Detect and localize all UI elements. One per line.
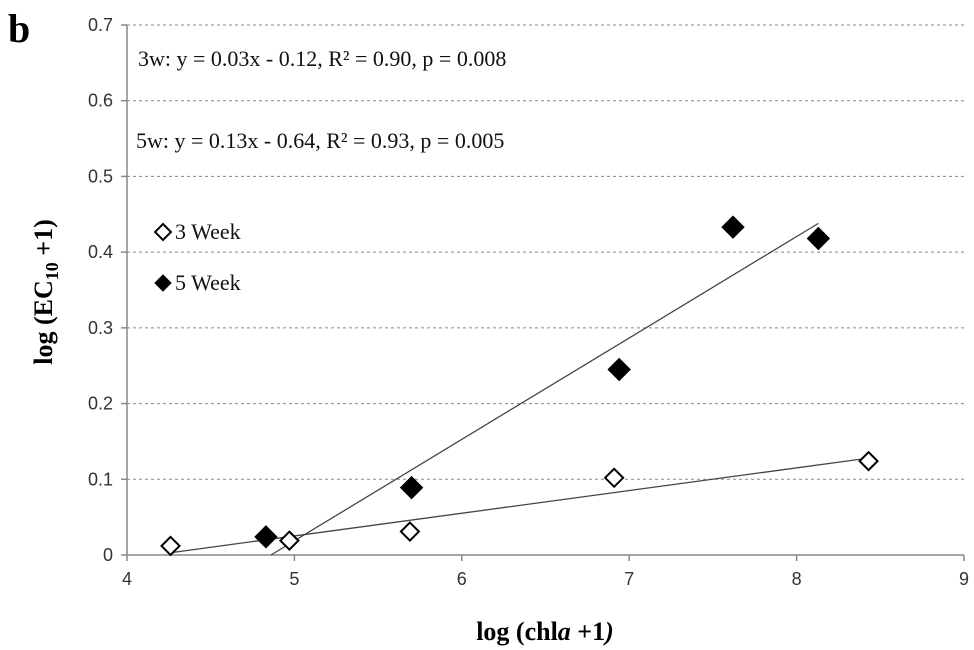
panel-label: b [8,6,30,51]
point-5-week [607,357,631,382]
legend-label-5-week: 5 Week [175,270,241,295]
y-tick-label: 0.4 [88,242,113,262]
x-tick-label: 4 [122,569,132,589]
grid-lines [127,24,964,480]
legend: 3 Week 5 Week [153,219,241,295]
point-5-week [721,215,745,239]
annotation-3w: 3w: y = 0.03x - 0.12, R² = 0.90, p = 0.0… [138,46,506,71]
x-tick-label: 6 [457,569,467,589]
point-3-week [160,535,181,557]
point-3-week [858,450,879,472]
legend-marker-5-week [154,274,172,292]
x-tick-labels: 4 5 6 7 8 9 [122,555,969,589]
y-tick-label: 0.1 [88,469,113,489]
x-axis-title: log (chla +1) [476,617,614,646]
y-tick-label: 0 [103,545,113,565]
y-tick-labels: 0 0.1 0.2 0.3 0.4 0.5 0.6 0.7 [88,15,127,565]
point-3-week [603,467,625,489]
legend-marker-3-week [153,222,173,242]
point-5-week [399,475,424,500]
y-axis-title: log (EC10 +1) [29,219,62,364]
y-tick-label: 0.2 [88,394,113,414]
point-5-week [254,525,278,549]
y-tick-label: 0.5 [88,166,113,186]
axes [126,25,964,556]
annotation-5w: 5w: y = 0.13x - 0.64, R² = 0.93, p = 0.0… [136,128,504,153]
x-tick-label: 9 [959,569,969,589]
y-tick-label: 0.3 [88,318,113,338]
point-3-week [399,521,421,542]
y-tick-label: 0.7 [88,15,113,35]
point-5-week [806,226,831,251]
fit-lines [170,222,869,556]
x-tick-label: 5 [289,569,299,589]
x-tick-label: 7 [624,569,634,589]
x-tick-label: 8 [792,569,802,589]
legend-label-3-week: 3 Week [175,219,241,244]
data-points [160,215,879,557]
y-tick-label: 0.6 [88,91,113,111]
point-3-week [278,530,300,552]
fit-line-5-week [270,222,819,556]
